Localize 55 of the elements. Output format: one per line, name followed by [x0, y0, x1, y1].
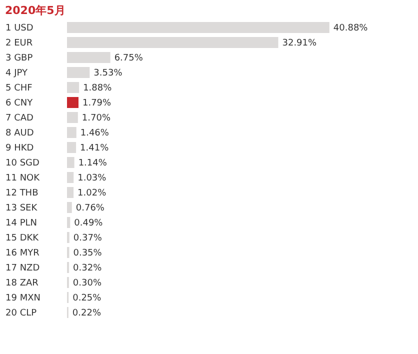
y-tick-label: 9 HKD	[6, 144, 34, 154]
data-label: 1.46%	[80, 128, 110, 138]
y-tick-label: 11 NOK	[6, 174, 41, 184]
bar	[67, 97, 78, 108]
bar	[67, 112, 78, 123]
bar	[67, 217, 70, 228]
bar	[67, 157, 74, 168]
y-tick-label: 16 MYR	[6, 248, 40, 258]
data-label: 1.03%	[78, 174, 107, 184]
y-tick-label: 12 THB	[6, 188, 38, 198]
y-tick-label: 14 PLN	[6, 218, 37, 228]
bar	[67, 202, 72, 213]
y-tick-label: 20 CLP	[6, 308, 38, 318]
data-label: 32.91%	[282, 38, 318, 48]
chart-title: 2020年5月	[5, 4, 66, 17]
data-label: 0.37%	[73, 234, 102, 244]
data-label: 0.35%	[73, 248, 102, 258]
bar	[67, 82, 80, 93]
data-label: 0.49%	[74, 218, 104, 228]
data-label: 0.76%	[76, 204, 105, 214]
y-tick-label: 7 CAD	[6, 114, 34, 124]
data-label: 1.41%	[80, 144, 110, 154]
data-label: 6.75%	[114, 54, 144, 64]
data-label: 1.02%	[78, 188, 107, 198]
data-label: 1.70%	[82, 114, 111, 124]
data-label: 0.22%	[72, 308, 102, 318]
bar	[67, 22, 330, 33]
data-label: 1.79%	[82, 98, 112, 108]
data-label: 40.88%	[333, 24, 368, 34]
y-tick-label: 8 AUD	[6, 128, 34, 138]
bar	[67, 52, 110, 63]
bar	[67, 172, 74, 183]
bar	[67, 37, 278, 48]
y-tick-label: 10 SGD	[6, 158, 40, 168]
y-tick-label: 15 DKK	[6, 234, 40, 244]
bar	[67, 142, 76, 153]
y-tick-label: 4 JPY	[6, 68, 28, 78]
y-tick-label: 13 SEK	[6, 204, 38, 214]
y-tick-label: 17 NZD	[6, 264, 40, 274]
data-label: 1.14%	[78, 158, 108, 168]
y-tick-label: 3 GBP	[6, 54, 34, 64]
y-tick-label: 2 EUR	[6, 38, 33, 48]
data-label: 3.53%	[94, 68, 123, 78]
data-label: 0.30%	[72, 278, 102, 288]
y-tick-label: 18 ZAR	[6, 278, 38, 288]
y-tick-label: 6 CNY	[6, 98, 34, 108]
bar	[67, 127, 76, 138]
y-tick-label: 1 USD	[6, 24, 34, 34]
bar	[67, 187, 74, 198]
data-label: 0.32%	[73, 264, 102, 274]
y-tick-label: 5 CHF	[6, 84, 32, 94]
y-tick-label: 19 MXN	[6, 294, 40, 304]
data-label: 1.88%	[83, 84, 112, 94]
data-label: 0.25%	[72, 294, 102, 304]
bar	[67, 67, 90, 78]
